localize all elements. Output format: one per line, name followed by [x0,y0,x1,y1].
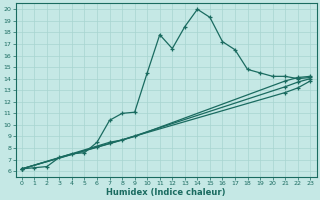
X-axis label: Humidex (Indice chaleur): Humidex (Indice chaleur) [106,188,226,197]
